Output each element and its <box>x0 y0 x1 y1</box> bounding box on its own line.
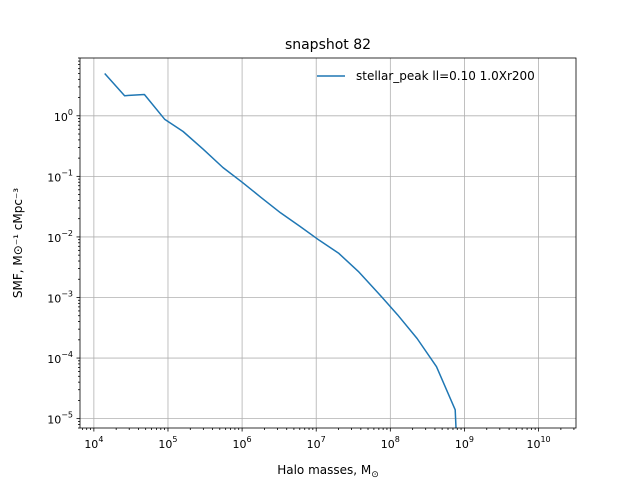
x-tick-label: 109 <box>455 435 474 451</box>
y-tick-label: 10−3 <box>47 289 73 305</box>
legend: stellar_peak ll=0.10 1.0Xr200 <box>317 69 535 83</box>
grid-lines <box>80 58 576 428</box>
y-tick-label: 10−5 <box>47 411 73 427</box>
legend-label: stellar_peak ll=0.10 1.0Xr200 <box>356 69 535 83</box>
y-tick-label: 100 <box>54 108 73 124</box>
x-tick-label: 107 <box>307 435 326 451</box>
x-tick-label: 108 <box>381 435 400 451</box>
y-axis-label: SMF, M⊙⁻¹ cMpc⁻³ <box>11 188 25 298</box>
x-tick-label: 1010 <box>526 435 550 451</box>
x-axis-label-text: Halo masses, M <box>277 463 371 477</box>
x-tick-label: 105 <box>158 435 177 451</box>
series-layer <box>104 72 457 429</box>
tick-layer: 104 105 106 107 108 109 1010 100 10−1 10−2 10−3 10−… <box>47 57 575 451</box>
y-tick-label: 10−1 <box>47 168 73 184</box>
x-axis-label-sub: ⊙ <box>371 470 379 480</box>
series-line-0 <box>104 72 457 429</box>
x-tick-label: 106 <box>233 435 252 451</box>
x-axis-label: Halo masses, M⊙ <box>277 463 379 480</box>
x-tick-label: 104 <box>84 435 103 451</box>
plot-frame <box>79 57 577 429</box>
y-tick-label: 10−4 <box>47 350 73 366</box>
y-tick-label: 10−2 <box>47 229 73 245</box>
chart-title: snapshot 82 <box>285 37 371 53</box>
